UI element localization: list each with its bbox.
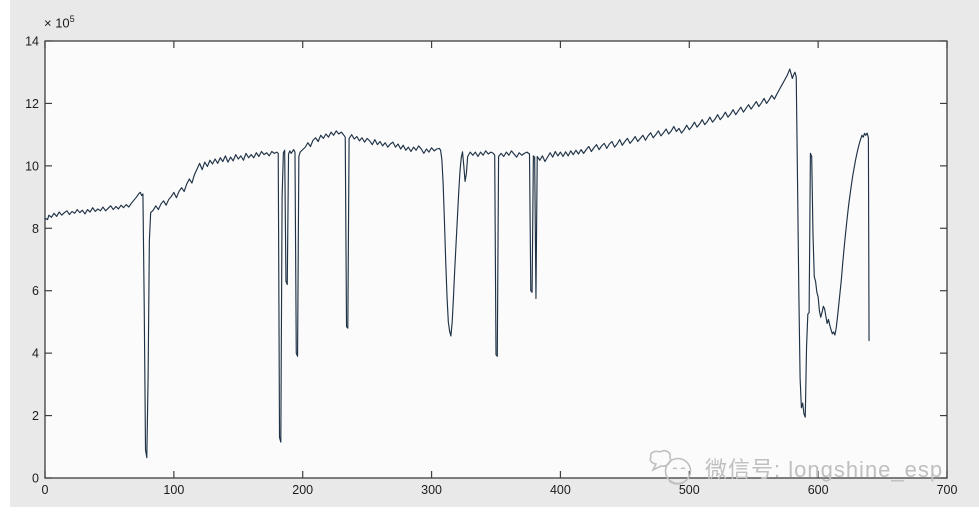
y-tick-label: 6 [32,284,39,298]
wechat-icon [649,450,692,485]
y-tick-label: 2 [32,409,39,423]
watermark: 微信号: longshine_esp [645,447,943,489]
x-tick-label: 0 [42,483,49,497]
y-tick-label: 10 [25,159,39,173]
plot-area [44,40,948,479]
x-tick-label: 600 [808,483,829,497]
watermark-text: 微信号: longshine_esp [705,457,944,482]
exponent-mantissa: × 10 [44,15,70,31]
y-tick-label: 14 [25,35,39,49]
y-tick-label: 4 [32,347,39,361]
exponent-power: 5 [69,14,75,24]
y-tick-label: 8 [32,222,39,236]
y-tick-label: 0 [32,472,39,486]
x-tick-label: 500 [679,483,700,497]
x-tick-label: 400 [550,483,571,497]
y-tick-label: 12 [25,97,39,111]
signal-line [44,68,870,459]
x-tick-label: 200 [292,483,313,497]
x-tick-label: 300 [421,483,442,497]
x-tick-label: 700 [937,483,958,497]
y-axis-exponent-label: × 105 [44,14,75,30]
x-tick-label: 100 [163,483,184,497]
